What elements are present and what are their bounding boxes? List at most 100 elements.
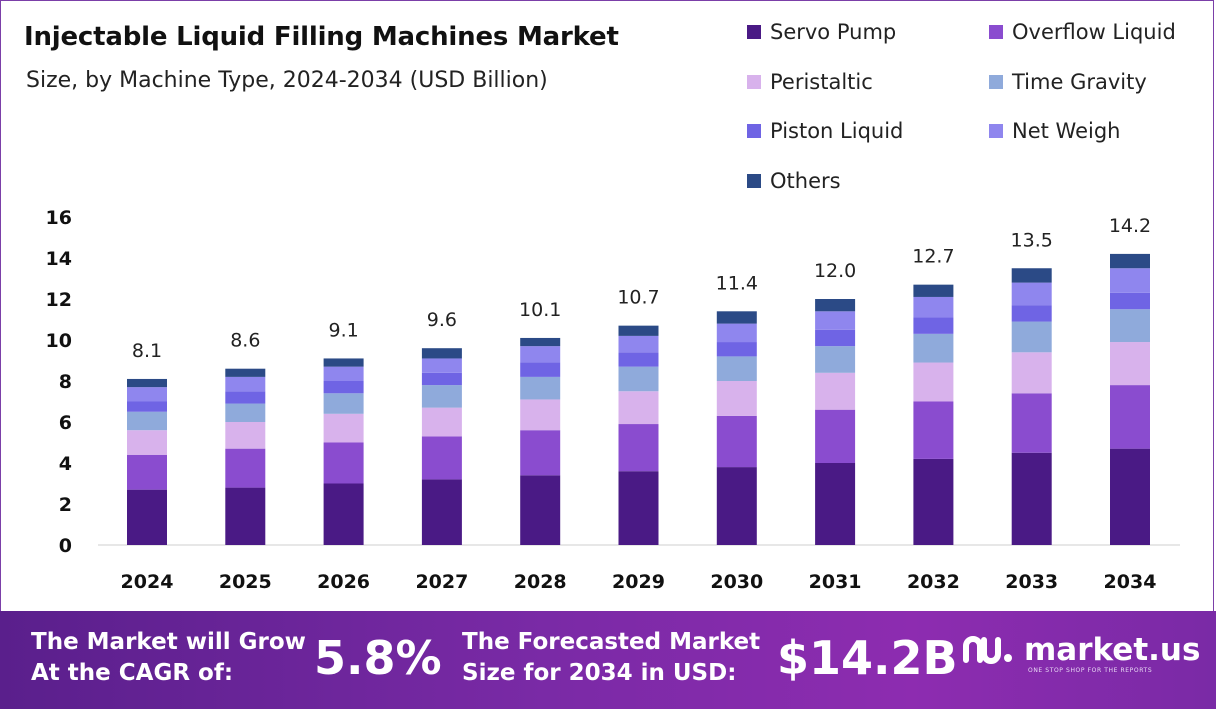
bar-total-label: 12.7 xyxy=(912,246,954,268)
x-tick-label: 2034 xyxy=(1104,571,1157,593)
bar-segment xyxy=(127,489,167,545)
bar-segment xyxy=(127,430,167,455)
bar-segment xyxy=(421,385,462,408)
bar-segment xyxy=(913,401,954,459)
legend-label: Piston Liquid xyxy=(770,119,904,143)
bar-segment xyxy=(421,479,462,545)
bar-segment xyxy=(1110,448,1150,545)
bar-segment xyxy=(815,372,856,410)
market-us-logo-icon xyxy=(963,636,1012,664)
bar-segment xyxy=(323,483,364,545)
legend-swatch xyxy=(989,124,1003,138)
bar-segment xyxy=(1011,305,1052,322)
bar-segment xyxy=(716,381,757,416)
bar-segment xyxy=(716,311,757,324)
bar-segment xyxy=(323,442,364,484)
legend-item: Time Gravity xyxy=(989,70,1147,94)
bar-segment xyxy=(913,296,954,318)
legend-item: Overflow Liquid xyxy=(989,20,1176,44)
bar-segment xyxy=(618,391,659,425)
legend-swatch xyxy=(747,75,761,89)
legend-swatch xyxy=(989,75,1003,89)
bar-segment xyxy=(323,358,364,367)
bar-segment xyxy=(225,368,266,377)
cagr-caption-line1: The Market will Grow xyxy=(31,629,306,655)
bar-segment xyxy=(815,299,856,312)
forecast-caption-line2: Size for 2034 in USD: xyxy=(462,660,737,686)
legend-label: Net Weigh xyxy=(1012,119,1121,143)
bar-segment xyxy=(225,376,266,392)
bar-segment xyxy=(225,403,266,422)
bar-segment xyxy=(913,284,954,297)
y-tick-label: 2 xyxy=(59,494,72,516)
bar-total-label: 9.1 xyxy=(328,319,358,341)
y-tick-label: 16 xyxy=(46,207,72,229)
bar-segment xyxy=(520,430,561,476)
legend-swatch xyxy=(747,174,761,188)
chart-subtitle: Size, by Machine Type, 2024-2034 (USD Bi… xyxy=(26,68,548,93)
y-tick-label: 10 xyxy=(46,330,72,352)
legend-label: Others xyxy=(770,169,841,193)
legend-item: Servo Pump xyxy=(747,20,896,44)
bar-total-label: 10.1 xyxy=(519,299,561,321)
bar-segment xyxy=(1011,321,1052,353)
brand-tagline: ONE STOP SHOP FOR THE REPORTS xyxy=(1028,667,1153,674)
x-tick-label: 2031 xyxy=(809,571,862,593)
bar-total-label: 8.1 xyxy=(132,340,162,362)
bar-segment xyxy=(815,311,856,330)
bar-segment xyxy=(1011,352,1052,394)
bar-segment xyxy=(127,411,167,431)
x-tick-label: 2030 xyxy=(710,571,763,593)
bar-segment xyxy=(618,366,659,392)
bar-segment xyxy=(421,436,462,480)
y-tick-label: 0 xyxy=(59,535,72,557)
bar-chart: 0 2 4 6 8 10 12 14 16 8.1 2024 8.6 2025 9.1 2026 9.6 202… xyxy=(46,207,1180,593)
bar-segment xyxy=(421,372,462,386)
bar-segment xyxy=(618,325,659,336)
x-tick-label: 2025 xyxy=(219,571,272,593)
bar-segment xyxy=(618,471,659,545)
legend-item: Net Weigh xyxy=(989,119,1120,143)
y-tick-label: 14 xyxy=(46,248,72,270)
legend-label: Peristaltic xyxy=(770,70,873,94)
bar-segment xyxy=(520,346,561,363)
forecast-caption: The Forecasted Market Size for 2034 in U… xyxy=(462,627,760,689)
bar-segment xyxy=(618,335,659,353)
brand-logo: market.us ONE STOP SHOP FOR THE REPORTS xyxy=(962,630,1200,680)
bar-total-label: 9.6 xyxy=(427,309,457,331)
x-tick-label: 2026 xyxy=(317,571,370,593)
bar-segment xyxy=(520,399,561,431)
legend-item: Peristaltic xyxy=(747,70,873,94)
bar-segment xyxy=(815,346,856,373)
bar-segment xyxy=(618,352,659,367)
brand-name: market.us xyxy=(1024,632,1201,668)
legend-swatch xyxy=(989,25,1003,39)
bar-total-label: 10.7 xyxy=(617,287,659,309)
bar-segment xyxy=(815,409,856,463)
y-tick-label: 8 xyxy=(59,371,72,393)
bar-segment xyxy=(815,463,856,545)
bar-segment xyxy=(225,391,266,404)
bar-segment xyxy=(716,467,757,545)
bar-segment xyxy=(1110,268,1150,293)
x-tick-label: 2033 xyxy=(1005,571,1058,593)
x-tick-label: 2029 xyxy=(612,571,665,593)
forecast-value: $14.2B xyxy=(777,631,958,685)
bar-segment xyxy=(520,362,561,377)
bar-segment xyxy=(127,401,167,412)
cagr-caption-line2: At the CAGR of: xyxy=(31,660,234,686)
x-tick-label: 2032 xyxy=(907,571,960,593)
bar-segment xyxy=(913,333,954,363)
bar-segment xyxy=(520,376,561,400)
forecast-caption-line1: The Forecasted Market xyxy=(462,629,761,655)
bar-total-label: 14.2 xyxy=(1109,215,1151,237)
y-tick-label: 6 xyxy=(59,412,72,434)
bar-segment xyxy=(225,448,266,488)
bar-segment xyxy=(323,366,364,381)
cagr-caption: The Market will Grow At the CAGR of: xyxy=(31,627,306,689)
bar-segment xyxy=(520,337,561,347)
bar-segment xyxy=(1110,385,1150,449)
bar-segment xyxy=(127,454,167,490)
legend-item: Others xyxy=(747,169,841,193)
